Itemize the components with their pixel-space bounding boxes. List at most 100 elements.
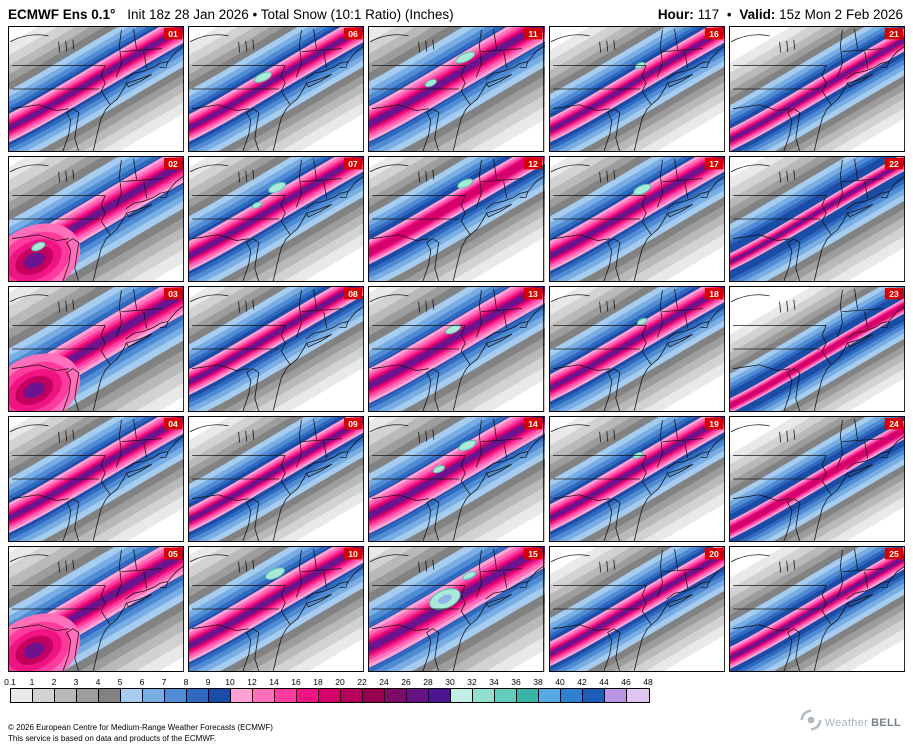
colorbar-segment (473, 689, 495, 702)
svg-text:18: 18 (709, 289, 719, 299)
header: ECMWF Ens 0.1° Init 18z 28 Jan 2026 • To… (0, 0, 913, 26)
colorbar-tick: 9 (205, 677, 211, 687)
colorbar-segment (363, 689, 385, 702)
separator-dot: • (726, 7, 732, 22)
ensemble-grid: 01 06 11 16 21 02 07 12 17 22 03 08 13 18 23 04 09 14 19 24… (0, 26, 913, 672)
ensemble-panel-25: 25 (728, 546, 905, 672)
ensemble-panel-06: 06 (188, 26, 365, 152)
colorbar (10, 688, 650, 703)
valid-time-block: Hour: 117 • Valid: 15z Mon 2 Feb 2026 (658, 7, 903, 22)
ensemble-panel-08: 08 (188, 286, 365, 412)
svg-text:12: 12 (529, 159, 539, 169)
colorbar-tick: 16 (291, 677, 301, 687)
valid-label: Valid: (739, 7, 776, 22)
ensemble-panel-20: 20 (548, 546, 725, 672)
ensemble-panel-09: 09 (188, 416, 365, 542)
svg-text:08: 08 (348, 289, 358, 299)
colorbar-segment (99, 689, 121, 702)
colorbar-tick: 38 (533, 677, 543, 687)
ensemble-panel-23: 23 (728, 286, 905, 412)
colorbar-segment (297, 689, 319, 702)
ensemble-panel-01: 01 (8, 26, 185, 152)
colorbar-segment (231, 689, 253, 702)
colorbar-tick: 6 (139, 677, 145, 687)
ensemble-panel-17: 17 (548, 156, 725, 282)
svg-text:20: 20 (709, 549, 719, 559)
colorbar-tick: 44 (599, 677, 609, 687)
colorbar-tick: 46 (621, 677, 631, 687)
svg-text:17: 17 (709, 159, 719, 169)
ensemble-panel-03: 03 (8, 286, 185, 412)
colorbar-segment (55, 689, 77, 702)
svg-text:07: 07 (348, 159, 358, 169)
colorbar-segment (495, 689, 517, 702)
colorbar-segment (165, 689, 187, 702)
colorbar-segment (77, 689, 99, 702)
svg-text:21: 21 (889, 29, 899, 39)
ensemble-panel-13: 13 (368, 286, 545, 412)
colorbar-segment (121, 689, 143, 702)
colorbar-segment (451, 689, 473, 702)
colorbar-tick: 8 (183, 677, 189, 687)
ensemble-panel-12: 12 (368, 156, 545, 282)
colorbar-ticks: 0.1 1 2 3 4 5 6 7 8 9 10 12 14 16 18 20 22 24 26 28 30 32 34 36… (4, 677, 670, 688)
colorbar-tick: 1 (29, 677, 35, 687)
colorbar-segment (429, 689, 451, 702)
colorbar-tick: 10 (225, 677, 235, 687)
ensemble-panel-02: 02 (8, 156, 185, 282)
logo-text-weather: Weather (824, 716, 869, 729)
colorbar-segment (11, 689, 33, 702)
valid-value: 15z Mon 2 Feb 2026 (779, 7, 903, 22)
weatherbell-logo: Weather BELL (800, 709, 901, 736)
colorbar-segment (561, 689, 583, 702)
colorbar-tick: 12 (247, 677, 257, 687)
colorbar-tick: 5 (117, 677, 123, 687)
hour-label: Hour: (657, 7, 694, 22)
colorbar-tick: 40 (555, 677, 565, 687)
hour-value: 117 (697, 7, 720, 22)
colorbar-tick: 32 (467, 677, 477, 687)
svg-text:19: 19 (709, 419, 719, 429)
svg-text:15: 15 (529, 549, 539, 559)
svg-text:23: 23 (889, 289, 899, 299)
colorbar-wrap: 0.1 1 2 3 4 5 6 7 8 9 10 12 14 16 18 20 22 24 26 28 30 32 34 36… (4, 677, 670, 703)
colorbar-segment (517, 689, 539, 702)
ensemble-panel-21: 21 (728, 26, 905, 152)
colorbar-tick: 24 (379, 677, 389, 687)
ensemble-panel-22: 22 (728, 156, 905, 282)
colorbar-tick: 28 (423, 677, 433, 687)
svg-text:05: 05 (168, 549, 178, 559)
svg-text:11: 11 (529, 29, 538, 39)
ensemble-panel-16: 16 (548, 26, 725, 152)
svg-text:04: 04 (168, 419, 178, 429)
colorbar-tick: 3 (73, 677, 79, 687)
colorbar-segment (539, 689, 561, 702)
colorbar-tick: 26 (401, 677, 411, 687)
page-title: ECMWF Ens 0.1° Init 18z 28 Jan 2026 • To… (8, 7, 454, 22)
svg-text:01: 01 (168, 29, 178, 39)
colorbar-segment (407, 689, 429, 702)
colorbar-segment (319, 689, 341, 702)
logo-text-bell: BELL (871, 716, 901, 729)
svg-text:03: 03 (168, 289, 178, 299)
colorbar-tick: 2 (51, 677, 57, 687)
colorbar-segment (253, 689, 275, 702)
colorbar-tick: 42 (577, 677, 587, 687)
ensemble-panel-07: 07 (188, 156, 365, 282)
colorbar-segment (209, 689, 231, 702)
colorbar-tick: 30 (445, 677, 455, 687)
attribution-line2: This service is based on data and produc… (8, 734, 217, 744)
ensemble-panel-18: 18 (548, 286, 725, 412)
svg-text:16: 16 (709, 29, 719, 39)
ensemble-panel-10: 10 (188, 546, 365, 672)
svg-text:09: 09 (348, 419, 358, 429)
colorbar-segment (583, 689, 605, 702)
svg-text:24: 24 (889, 419, 899, 429)
ensemble-panel-19: 19 (548, 416, 725, 542)
colorbar-tick: 7 (161, 677, 167, 687)
colorbar-segment (605, 689, 627, 702)
ensemble-panel-04: 04 (8, 416, 185, 542)
ensemble-panel-14: 14 (368, 416, 545, 542)
colorbar-tick: 4 (95, 677, 101, 687)
ensemble-panel-05: 05 (8, 546, 185, 672)
